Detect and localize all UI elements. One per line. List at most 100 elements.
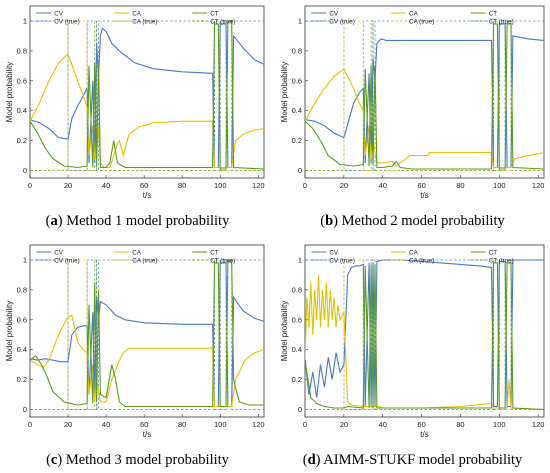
x-tick-label: 20 — [340, 420, 348, 429]
legend: CV CA CT CV (true) CA (true) CT (true) — [311, 249, 514, 264]
y-tick-label: 0.6 — [17, 76, 27, 85]
series-line-cv — [30, 23, 264, 169]
x-tick-label: 40 — [102, 420, 110, 429]
x-tick-label: 60 — [417, 420, 425, 429]
plot-area — [304, 5, 545, 179]
y-tick-label: 0.8 — [17, 46, 27, 55]
y-tick-label: 0.2 — [17, 136, 27, 145]
legend-label: CT — [210, 10, 219, 17]
y-tick-label: 0 — [298, 405, 302, 414]
legend-label: CT — [210, 249, 219, 256]
y-tick-label: 1 — [23, 255, 27, 264]
x-tick-label: 80 — [456, 181, 464, 190]
legend-label: CV — [329, 249, 339, 256]
chart-panel-3: 0 20 40 60 80 100 120 0 0.2 0.4 0.6 0.8 1 t/s Model pr… — [5, 244, 265, 439]
legend-label: CA (true) — [132, 257, 157, 264]
legend-label: CV (true) — [54, 257, 80, 264]
series-line-ca — [30, 314, 264, 408]
caption-a: (a) Method 1 model probability — [45, 213, 230, 229]
legend-label: CA — [409, 249, 419, 256]
series-group — [30, 20, 264, 171]
y-axis-label: Model probability — [280, 301, 289, 361]
x-tick-label: 80 — [456, 420, 464, 429]
legend-label: CT — [489, 10, 498, 17]
y-tick-label: 0.6 — [292, 315, 302, 324]
x-axis-label: t/s — [143, 430, 151, 439]
x-tick-label: 20 — [64, 420, 72, 429]
x-tick-label: 100 — [493, 181, 506, 190]
y-tick-label: 0.4 — [292, 345, 302, 354]
x-tick-label: 100 — [214, 181, 227, 190]
y-tick-label: 0.6 — [17, 315, 27, 324]
legend-label: CV (true) — [329, 257, 355, 264]
x-axis-label: t/s — [420, 430, 428, 439]
x-tick-label: 60 — [140, 420, 148, 429]
y-tick-label: 0.4 — [17, 106, 27, 115]
series-line-ct — [30, 258, 264, 408]
x-tick-label: 0 — [303, 181, 307, 190]
true-line-ct — [305, 259, 544, 410]
legend-label: CA — [409, 10, 419, 17]
x-tick-label: 120 — [252, 420, 265, 429]
legend-label: CT (true) — [210, 18, 235, 25]
plot-area — [29, 244, 265, 418]
legend-label: CV (true) — [54, 18, 80, 25]
y-tick-label: 0.8 — [292, 285, 302, 294]
y-tick-label: 0.2 — [292, 375, 302, 384]
series-group — [305, 20, 544, 171]
x-tick-label: 0 — [28, 181, 32, 190]
y-axis-label: Model probability — [280, 62, 289, 122]
legend-label: CA — [132, 10, 142, 17]
y-tick-label: 0.4 — [292, 106, 302, 115]
y-tick-label: 1 — [23, 16, 27, 25]
series-line-ca — [305, 274, 544, 411]
legend: CV CA CT CV (true) CA (true) CT (true) — [36, 10, 235, 25]
x-tick-label: 80 — [178, 181, 186, 190]
caption-b: (b) Method 2 model probability — [320, 213, 505, 229]
legend-label: CT (true) — [210, 257, 235, 264]
x-tick-label: 100 — [214, 420, 227, 429]
series-group — [30, 258, 264, 410]
caption-d: (d) AIMM-STUKF model probability — [302, 452, 523, 468]
chart-panel-4: 0 20 40 60 80 100 120 0 0.2 0.4 0.6 0.8 1 t/s Model pr… — [280, 244, 545, 439]
series-line-ct — [305, 23, 544, 170]
caption-c: (c) Method 3 model probability — [46, 452, 229, 468]
legend-label: CA (true) — [409, 257, 434, 264]
legend-label: CT (true) — [489, 257, 514, 264]
y-tick-label: 1 — [298, 16, 302, 25]
y-tick-label: 0.6 — [292, 76, 302, 85]
y-tick-label: 0.2 — [17, 375, 27, 384]
series-line-ct — [305, 262, 544, 411]
x-tick-label: 20 — [340, 181, 348, 190]
x-tick-label: 100 — [493, 420, 506, 429]
legend-label: CV — [54, 249, 64, 256]
legend-label: CA (true) — [132, 18, 157, 25]
x-axis-label: t/s — [420, 191, 428, 200]
true-line-ct — [305, 20, 544, 171]
x-tick-label: 40 — [379, 420, 387, 429]
legend: CV CA CT CV (true) CA (true) CT (true) — [311, 10, 514, 25]
legend: CV CA CT CV (true) CA (true) CT (true) — [36, 249, 235, 264]
y-tick-label: 0 — [298, 166, 302, 175]
legend-label: CA — [132, 249, 142, 256]
y-tick-label: 0.4 — [17, 345, 27, 354]
x-tick-label: 80 — [178, 420, 186, 429]
true-line-ct — [30, 259, 264, 410]
x-tick-label: 60 — [140, 181, 148, 190]
x-tick-label: 60 — [417, 181, 425, 190]
series-group — [305, 259, 544, 411]
series-line-ca — [30, 52, 264, 169]
legend-label: CA (true) — [409, 18, 434, 25]
x-tick-label: 20 — [64, 181, 72, 190]
y-tick-label: 0.8 — [17, 285, 27, 294]
y-tick-label: 0.8 — [292, 46, 302, 55]
x-tick-label: 120 — [252, 181, 265, 190]
x-tick-label: 120 — [532, 181, 545, 190]
legend-label: CT (true) — [489, 18, 514, 25]
y-axis-label: Model probability — [5, 301, 14, 361]
x-tick-label: 120 — [532, 420, 545, 429]
legend-label: CV — [329, 10, 339, 17]
series-line-ct — [30, 20, 264, 170]
legend-label: CV (true) — [329, 18, 355, 25]
